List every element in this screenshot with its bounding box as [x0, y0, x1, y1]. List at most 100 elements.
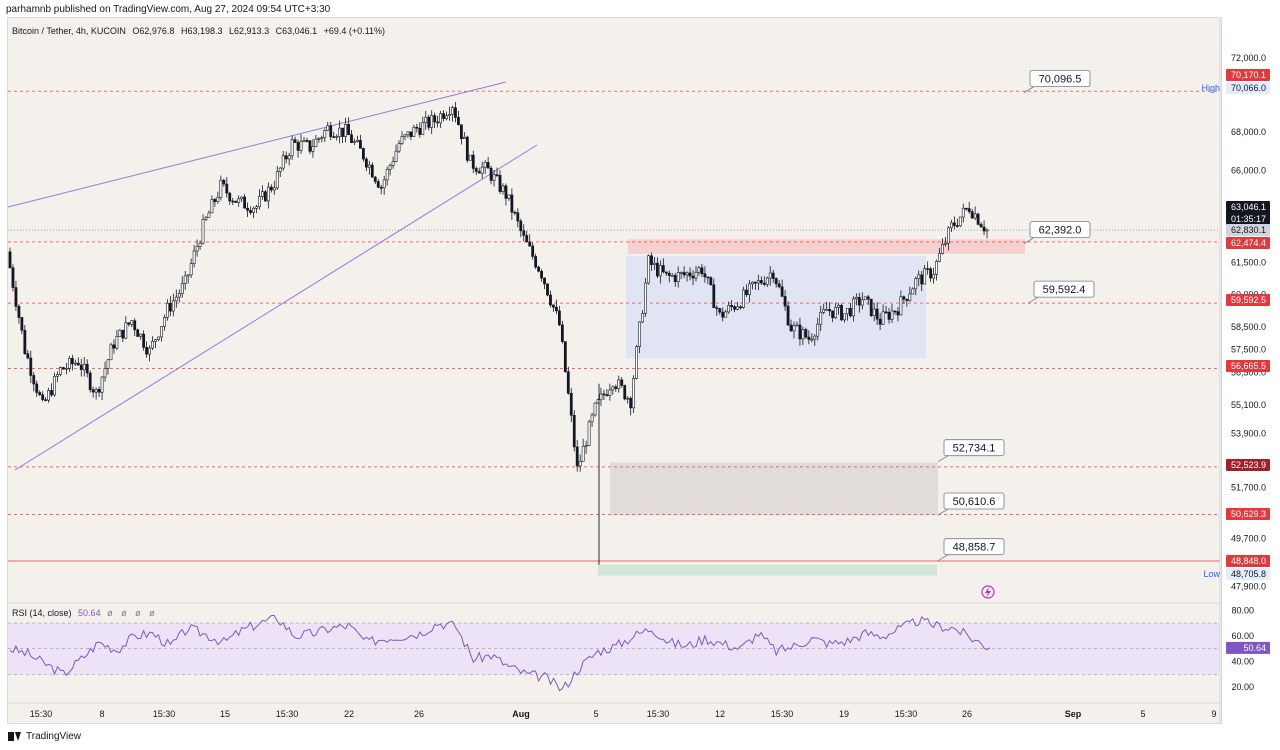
candle-body: [522, 230, 526, 236]
candle-body: [929, 268, 933, 279]
tradingview-logo-icon: [8, 732, 22, 741]
candle-body: [531, 245, 535, 257]
candle-body: [911, 288, 915, 295]
candle-body: [465, 136, 469, 161]
candle-body: [442, 113, 445, 119]
candle-body: [798, 324, 802, 340]
candle-body: [53, 375, 56, 396]
chart-frame[interactable]: [7, 17, 1222, 724]
candle-body: [388, 165, 392, 170]
candle-body: [795, 324, 799, 327]
candle-body: [849, 308, 852, 317]
candle-body: [525, 235, 529, 243]
candle-body: [73, 362, 77, 365]
price-scale: 72,000.068,000.066,000.061,500.060,000.0…: [1201, 17, 1270, 724]
candle-body: [771, 272, 775, 279]
callout-pointer: [937, 554, 949, 562]
candle-body: [299, 141, 303, 151]
time-tick-label: 19: [839, 709, 849, 719]
candle-body: [344, 124, 347, 137]
candle-body: [599, 393, 603, 401]
candle-body: [76, 362, 80, 366]
candle-body: [70, 358, 74, 365]
candle-body: [8, 251, 12, 269]
candle-body: [127, 322, 131, 325]
candle-body: [462, 136, 466, 139]
candle-body: [115, 336, 119, 349]
rsi-placeholders: ø ø ø ø: [107, 608, 158, 618]
candle-body: [436, 121, 440, 124]
candle-body: [578, 460, 582, 467]
callout-box: [1029, 221, 1091, 239]
price-tag: [1226, 294, 1270, 306]
candle-body: [118, 329, 122, 337]
candle-body: [165, 302, 169, 318]
candle-body: [825, 309, 829, 311]
price-tag-label: 70,170.1: [1231, 70, 1266, 80]
candle-body: [228, 192, 232, 202]
time-tick-label: 15:30: [153, 709, 176, 719]
callout-pointer: [1027, 296, 1039, 304]
candle-body: [320, 137, 324, 139]
candle-body: [952, 222, 956, 226]
zone-gap: [610, 462, 938, 516]
candle-body: [94, 389, 98, 393]
candle-body: [513, 211, 517, 214]
candle-body: [762, 282, 766, 285]
price-tick-label: 55,100.0: [1231, 400, 1266, 410]
candle-body: [278, 167, 282, 172]
candle-body: [703, 273, 707, 278]
candle-body: [869, 298, 873, 317]
candle-body: [281, 155, 285, 169]
candle-body: [367, 164, 371, 168]
candle-body: [673, 275, 677, 282]
candle-body: [136, 329, 140, 337]
candle-body: [890, 310, 894, 320]
candle-body: [718, 308, 722, 313]
candle-body: [483, 162, 487, 168]
candle-body: [370, 164, 374, 178]
candle-body: [789, 324, 793, 332]
rsi-tick-label: 60.00: [1231, 631, 1254, 641]
candle-body: [237, 198, 241, 203]
candle-body: [373, 176, 377, 182]
legend-open: O62,976.8: [132, 26, 175, 36]
candle-body: [433, 115, 437, 123]
candle-body: [210, 199, 214, 214]
price-tag-label: 59,592.5: [1231, 295, 1266, 305]
candle-body: [667, 272, 671, 276]
candle-body: [979, 224, 983, 228]
tradingview-brand[interactable]: TradingView: [8, 731, 81, 742]
candle-body: [581, 445, 585, 462]
candle-body: [489, 167, 493, 181]
candle-body: [792, 325, 796, 332]
candle-body: [590, 414, 594, 423]
candle-body: [323, 129, 327, 138]
candle-body: [887, 312, 891, 320]
candle-body: [810, 338, 814, 341]
zone-layer: [598, 239, 1025, 576]
candle-body: [768, 272, 772, 279]
candle-body: [896, 311, 900, 316]
candle-body: [88, 372, 92, 390]
candle-body: [635, 346, 639, 379]
candle-body: [813, 335, 817, 340]
price-tag-label: 50,629.3: [1231, 509, 1266, 519]
rsi-tick-label: 20.00: [1231, 682, 1254, 692]
candle-body: [180, 283, 184, 294]
callout-pointer: [1023, 237, 1035, 244]
legend-close: C63,046.1: [275, 26, 318, 36]
candle-body: [379, 186, 383, 189]
candle-body: [534, 256, 538, 268]
candle-body: [938, 253, 941, 262]
candle-body: [213, 199, 217, 202]
candle-body: [326, 125, 330, 131]
candle-body: [804, 329, 808, 338]
candle-body: [593, 402, 597, 416]
price-tag-label: 70,066.0: [1231, 83, 1266, 93]
rsi-legend: RSI (14, close) 50.64 ø ø ø ø: [12, 608, 158, 618]
candle-body: [961, 207, 965, 218]
candle-body: [688, 272, 692, 277]
candle-body: [721, 311, 725, 318]
